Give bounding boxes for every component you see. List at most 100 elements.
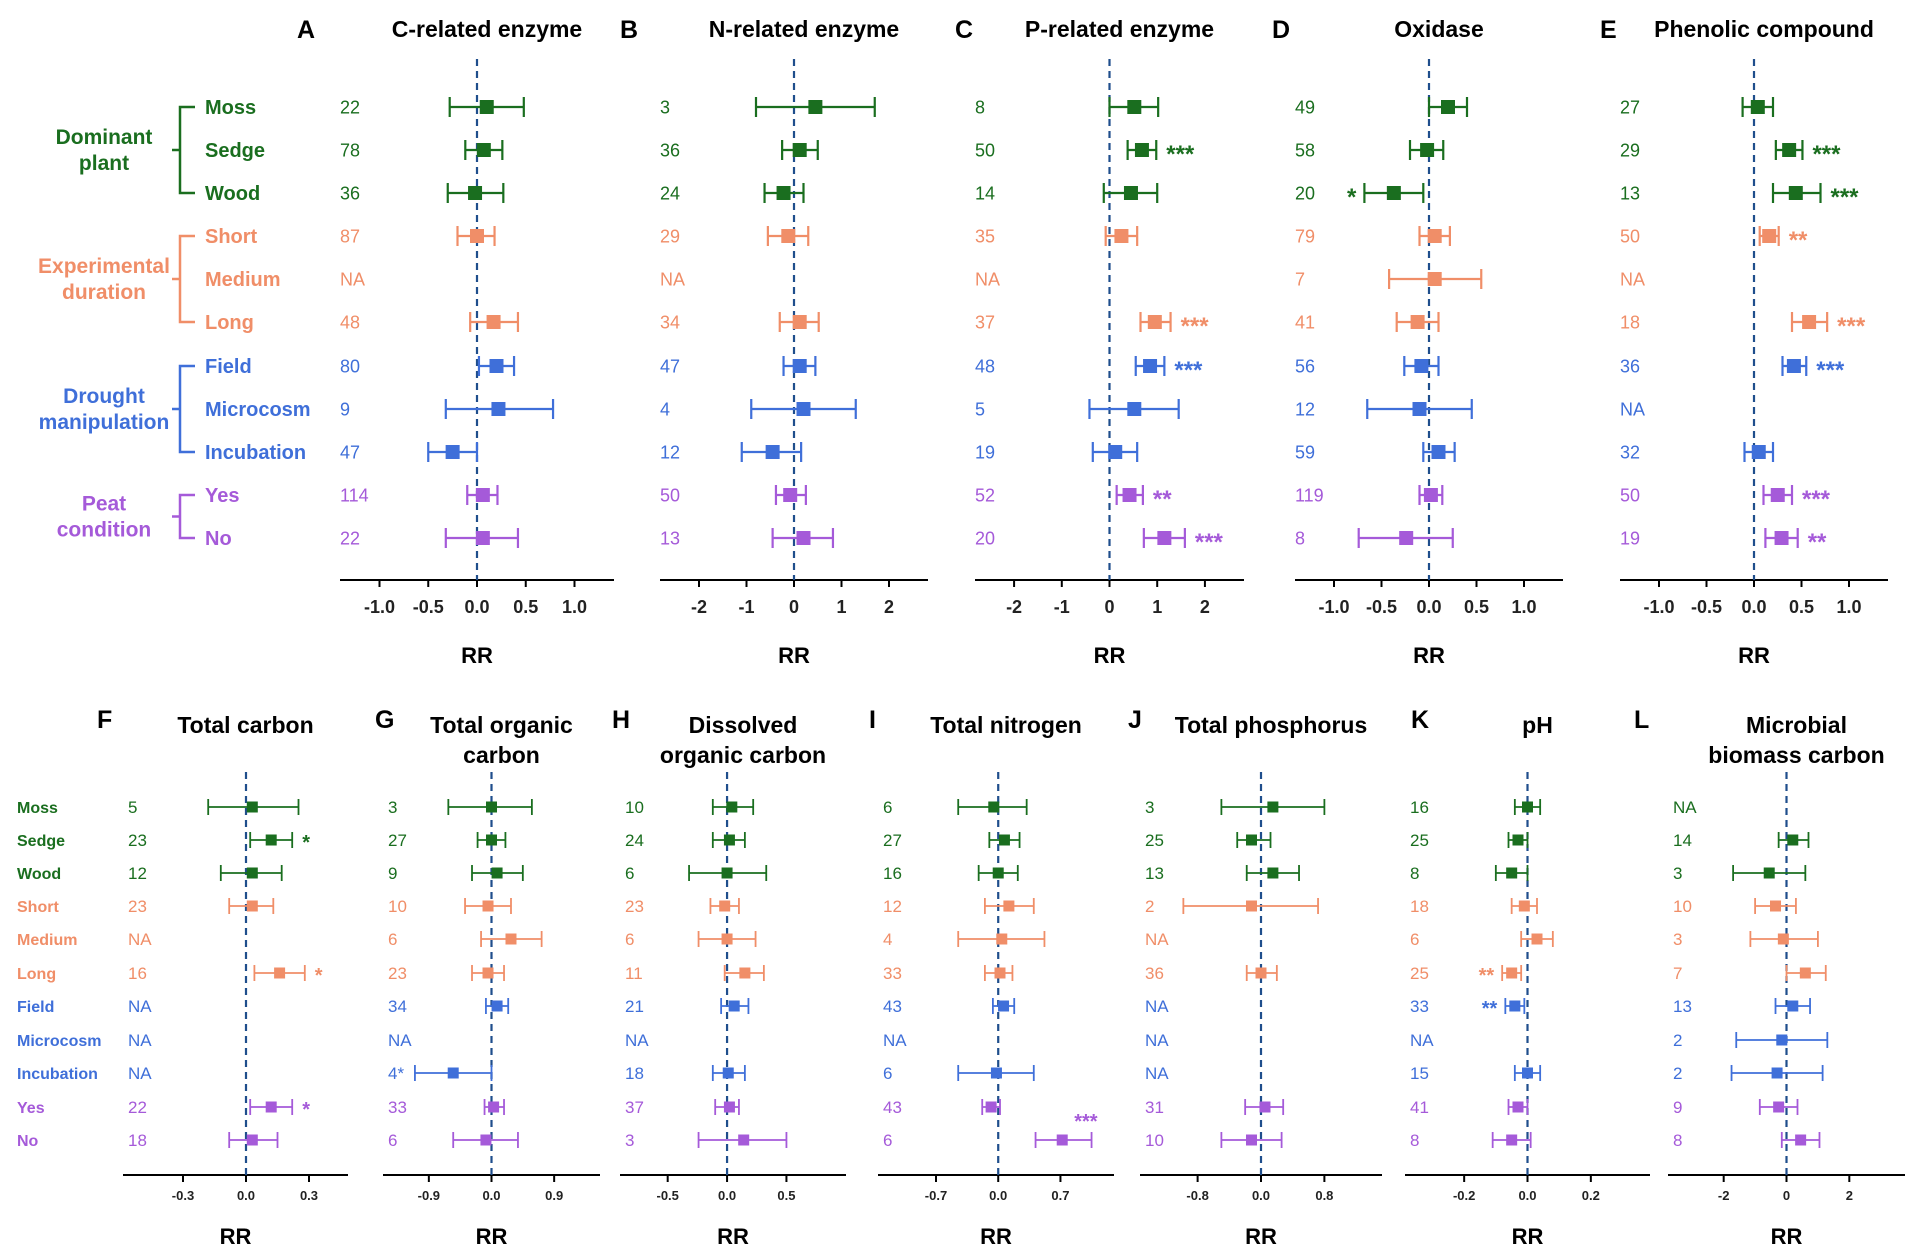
sample-size-label: 27 — [388, 831, 407, 850]
sample-size-label: 8 — [1673, 1131, 1682, 1150]
x-tick-label: 0.0 — [718, 1188, 736, 1203]
sample-size-label: 6 — [625, 930, 634, 949]
sample-size-label: 23 — [128, 897, 147, 916]
mean-effect-marker — [1127, 100, 1142, 114]
mean-effect-marker — [992, 867, 1004, 879]
x-tick-label: 1 — [836, 597, 846, 617]
mean-effect-marker — [445, 445, 460, 459]
sample-size-label: 8 — [1410, 864, 1419, 883]
panel-L: -2 0 2 RR Microbial biomass carbon L NA 14 3 10 3 7 1… — [1634, 706, 1905, 1249]
significance-stars: ** — [1153, 486, 1172, 513]
mean-effect-marker — [1414, 359, 1429, 373]
x-tick-label: 0 — [789, 597, 799, 617]
x-tick-label: 0 — [1783, 1188, 1790, 1203]
mean-effect-marker — [1763, 867, 1775, 879]
mean-effect-marker — [1412, 402, 1427, 416]
sample-size-label: 32 — [1620, 442, 1640, 462]
sample-size-label: 18 — [1410, 897, 1429, 916]
sample-size-label: 5 — [975, 399, 985, 419]
mean-effect-marker — [1751, 445, 1766, 459]
significance-stars: *** — [1837, 313, 1866, 340]
mean-effect-marker — [1773, 1101, 1785, 1113]
mean-effect-marker — [1782, 143, 1797, 157]
subgroup-label: Sedge — [205, 140, 265, 162]
mean-effect-marker — [781, 229, 796, 243]
sample-size-label: 29 — [660, 226, 680, 246]
mean-effect-marker — [1143, 359, 1158, 373]
sample-size-label: 6 — [883, 1064, 892, 1083]
sample-size-label: 5 — [128, 798, 137, 817]
sample-size-label: 2 — [1673, 1064, 1682, 1083]
group-bracket — [178, 364, 195, 454]
sample-size-label: 12 — [883, 897, 902, 916]
mean-effect-marker — [1518, 900, 1530, 912]
sample-size-label: 4 — [883, 930, 892, 949]
sample-size-label: NA — [883, 1031, 907, 1050]
sample-size-label: 7 — [1295, 269, 1305, 289]
x-tick-label: -0.5 — [1691, 597, 1722, 617]
sample-size-label: 87 — [340, 226, 360, 246]
sample-size-label: 78 — [340, 140, 360, 160]
mean-effect-marker — [1795, 1134, 1807, 1146]
mean-effect-marker — [1157, 531, 1172, 545]
mean-effect-marker — [486, 834, 497, 846]
sample-size-label: 3 — [388, 798, 397, 817]
sample-size-label: 27 — [883, 831, 902, 850]
sample-size-label: 8 — [1295, 528, 1305, 548]
x-axis-label: RR — [980, 1224, 1012, 1249]
panel-A: -1.0 -0.5 0.0 0.5 1.0 RR C-related enzyme A 22 78… — [297, 16, 614, 668]
mean-effect-marker — [1531, 933, 1543, 945]
sample-size-label: 20 — [1295, 183, 1315, 203]
mean-effect-marker — [723, 1101, 735, 1113]
mean-effect-marker — [1771, 1067, 1783, 1079]
sample-size-label: 43 — [883, 997, 902, 1016]
sample-size-label: 6 — [883, 1131, 892, 1150]
mean-effect-marker — [1506, 867, 1518, 879]
mean-effect-marker — [1788, 186, 1803, 200]
subgroup-label-bottom: Incubation — [17, 1066, 98, 1083]
mean-effect-marker — [1427, 272, 1442, 286]
x-tick-label: -1 — [1054, 597, 1070, 617]
sample-size-label: NA — [975, 269, 1000, 289]
sample-size-label: 56 — [1295, 356, 1315, 376]
sample-size-label: NA — [1145, 997, 1169, 1016]
sample-size-label: 10 — [388, 897, 407, 916]
sample-size-label: 4* — [388, 1064, 404, 1083]
mean-effect-marker — [726, 801, 738, 813]
x-tick-label: 1.0 — [562, 597, 587, 617]
sample-size-label: 59 — [1295, 442, 1315, 462]
panel-title: Dissolved — [689, 712, 798, 738]
sample-size-label: 16 — [128, 964, 147, 983]
sample-size-label: 119 — [1295, 485, 1324, 505]
mean-effect-marker — [1512, 1101, 1524, 1113]
x-tick-label: 0.0 — [1416, 597, 1441, 617]
x-tick-label: -0.8 — [1186, 1188, 1208, 1203]
significance-stars: * — [1347, 184, 1357, 211]
mean-effect-marker — [482, 900, 494, 912]
mean-effect-marker — [796, 402, 811, 416]
mean-effect-marker — [1245, 1134, 1257, 1146]
x-tick-label: 0.0 — [482, 1188, 500, 1203]
subgroup-label: Yes — [205, 485, 239, 507]
x-tick-label: 0.5 — [513, 597, 538, 617]
mean-effect-marker — [1777, 933, 1789, 945]
sample-size-label: 24 — [660, 183, 680, 203]
sample-size-label: 37 — [975, 312, 995, 332]
significance-stars: *** — [1195, 529, 1224, 556]
significance-stars: *** — [1802, 486, 1831, 513]
sample-size-label: 22 — [128, 1098, 147, 1117]
x-axis-label: RR — [461, 643, 493, 668]
x-axis-label: RR — [1771, 1224, 1803, 1249]
sample-size-label: 6 — [883, 798, 892, 817]
x-tick-label: 2 — [1846, 1188, 1853, 1203]
sample-size-label: 6 — [625, 864, 634, 883]
panel-letter: G — [375, 706, 394, 734]
sample-size-label: 6 — [388, 1131, 397, 1150]
x-tick-label: -0.7 — [925, 1188, 947, 1203]
panel-I: -0.7 0.0 0.7 RR Total nitrogen I 6 27 16 12 4 33 43 N… — [869, 706, 1114, 1249]
sample-size-label: 9 — [1673, 1098, 1682, 1117]
mean-effect-marker — [739, 967, 751, 979]
subgroup-label: Long — [205, 312, 254, 334]
mean-effect-marker — [1506, 967, 1518, 979]
sample-size-label: NA — [1620, 269, 1645, 289]
